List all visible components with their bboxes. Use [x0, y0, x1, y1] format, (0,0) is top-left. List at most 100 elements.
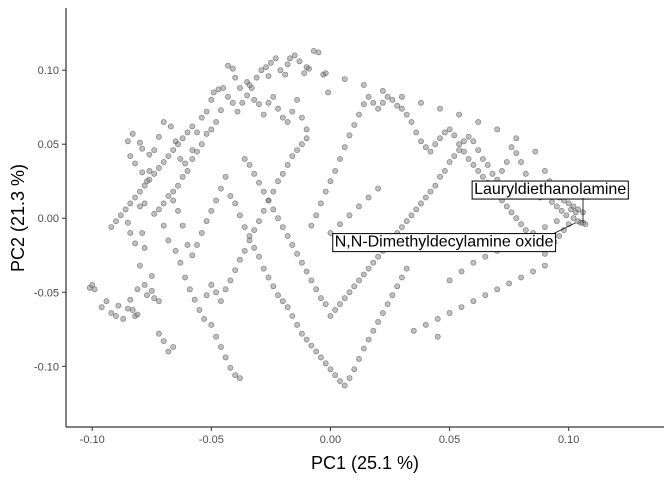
scatter-point [270, 188, 277, 195]
scatter-point [239, 99, 246, 106]
scatter-point [379, 99, 386, 106]
scatter-point [217, 185, 224, 192]
scatter-point [177, 156, 184, 162]
scatter-point [160, 338, 167, 344]
scatter-point [129, 130, 136, 137]
scatter-point [134, 311, 141, 318]
scatter-point [148, 273, 155, 279]
scatter-point [170, 147, 177, 153]
scatter-point [151, 147, 158, 153]
scatter-point [265, 197, 272, 204]
scatter-point [134, 286, 141, 293]
scatter-point [222, 354, 229, 361]
scatter-point [175, 207, 181, 214]
scatter-point [229, 99, 236, 106]
y-tick-label: -0.05 [34, 287, 59, 299]
scatter-point [256, 179, 262, 186]
scatter-point [370, 259, 377, 266]
y-tick-label: 0.05 [38, 139, 59, 151]
scatter-point [194, 241, 200, 248]
scatter-point [398, 93, 405, 100]
scatter-point [394, 283, 401, 290]
scatter-point [446, 310, 453, 316]
scatter-point [434, 333, 441, 340]
scatter-point [317, 354, 324, 361]
scatter-point [170, 344, 177, 350]
scatter-point [465, 156, 472, 162]
scatter-point [155, 164, 162, 171]
scatter-point [213, 119, 219, 125]
scatter-point [186, 286, 193, 293]
scatter-point [260, 265, 267, 272]
scatter-point [542, 262, 548, 269]
scatter-point [356, 203, 362, 210]
scatter-point [279, 170, 286, 177]
scatter-point [244, 92, 250, 99]
scatter-point [108, 310, 115, 316]
scatter-point [260, 188, 267, 195]
scatter-point [139, 169, 146, 176]
scatter-point [582, 221, 589, 228]
scatter-point [284, 161, 291, 168]
scatter-point [282, 71, 289, 78]
scatter-point [422, 144, 429, 151]
scatter-point [289, 108, 296, 115]
scatter-point [263, 64, 269, 71]
y-axis-title: PC2 (21.3 %) [8, 164, 28, 272]
scatter-point [217, 344, 224, 350]
scatter-point [127, 153, 134, 159]
scatter-point [370, 99, 377, 106]
scatter-point [165, 153, 172, 159]
scatter-point [456, 111, 462, 118]
x-axis-title: PC1 (25.1 %) [311, 453, 419, 473]
scatter-point [215, 86, 222, 93]
scatter-point [227, 364, 234, 371]
scatter-point [451, 153, 458, 159]
scatter-point [260, 111, 267, 118]
scatter-point [132, 160, 138, 167]
scatter-point [144, 292, 150, 299]
x-tick-label: 0.05 [439, 434, 460, 446]
scatter-point [275, 178, 281, 185]
scatter-point [556, 233, 563, 239]
scatter-point [375, 185, 381, 192]
scatter-point [370, 327, 377, 334]
scatter-point [465, 133, 472, 140]
scatter-point [475, 119, 482, 125]
scatter-point [275, 292, 281, 299]
scatter-point [125, 138, 131, 145]
scatter-point [256, 101, 262, 108]
scatter-point [413, 206, 420, 213]
scatter-point [270, 206, 277, 213]
scatter-point [208, 321, 215, 328]
annotation-box [332, 233, 557, 253]
scatter-point [484, 161, 491, 168]
scatter-point [279, 114, 286, 121]
scatter-point [398, 224, 405, 230]
scatter-point [432, 141, 439, 148]
scatter-point [503, 159, 510, 165]
scatter-point [375, 318, 381, 325]
scatter-point [155, 206, 162, 213]
scatter-point [189, 156, 196, 162]
scatter-point [479, 156, 486, 162]
scatter-point [115, 302, 122, 309]
scatter-point [246, 82, 253, 88]
scatter-point [303, 64, 310, 71]
scatter-point [113, 218, 119, 225]
scatter-point [198, 114, 205, 121]
scatter-point [267, 59, 274, 66]
scatter-point [236, 85, 243, 91]
scatter-point [322, 301, 329, 307]
scatter-point [356, 355, 362, 362]
scatter-point [346, 375, 353, 381]
scatter-point [365, 194, 372, 201]
scatter-point [265, 274, 272, 281]
scatter-point [489, 170, 496, 177]
scatter-point [155, 298, 162, 305]
scatter-point [446, 126, 453, 133]
scatter-point [127, 296, 134, 303]
scatter-point [360, 101, 367, 108]
scatter-point [165, 237, 172, 244]
scatter-point [384, 301, 391, 307]
